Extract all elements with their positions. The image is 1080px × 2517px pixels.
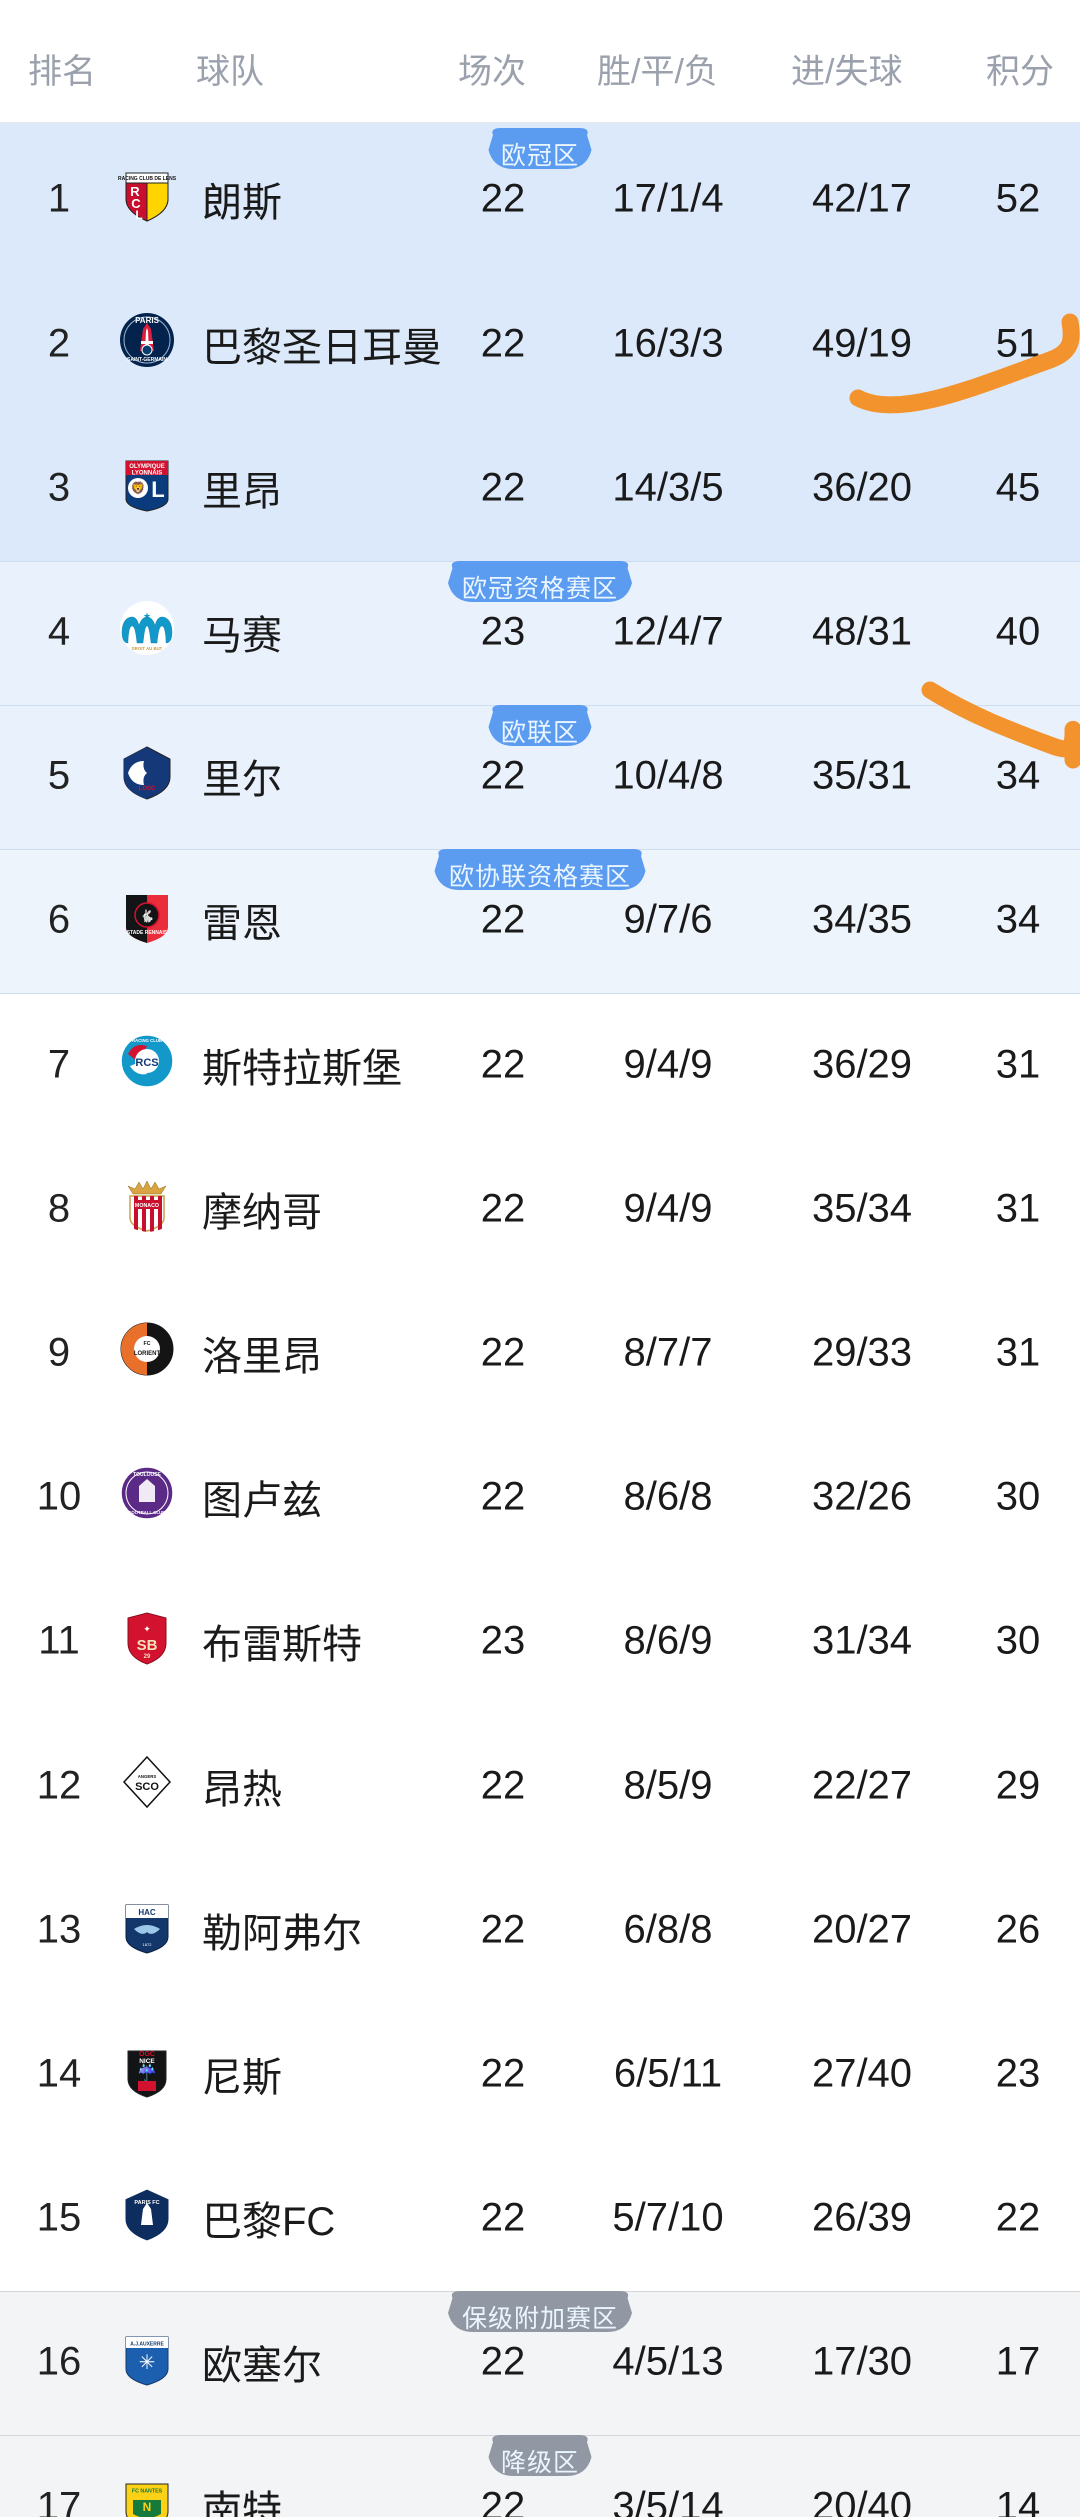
svg-text:L: L: [151, 477, 164, 502]
svg-text:SB: SB: [137, 1637, 158, 1654]
svg-text:TOULOUSE: TOULOUSE: [133, 1472, 161, 1478]
svg-text:FC: FC: [144, 1341, 151, 1347]
svg-text:FC NANTES: FC NANTES: [132, 2488, 163, 2494]
svg-text:29: 29: [144, 1654, 151, 1660]
svg-text:RACING CLUB DE LENS: RACING CLUB DE LENS: [118, 176, 176, 182]
svg-text:STADE RENNAIS: STADE RENNAIS: [127, 930, 168, 936]
svg-text:MONACO: MONACO: [135, 1203, 159, 1209]
svg-text:LYONNAIS: LYONNAIS: [132, 470, 162, 476]
svg-text:DROIT AU BUT: DROIT AU BUT: [132, 646, 163, 651]
svg-text:✦: ✦: [143, 1624, 151, 1634]
svg-text:RCS: RCS: [135, 1057, 158, 1069]
svg-text:LOSC: LOSC: [139, 786, 156, 792]
svg-text:L: L: [135, 208, 142, 222]
svg-text:A.J.AUXERRE: A.J.AUXERRE: [130, 2342, 164, 2348]
svg-text:🐇: 🐇: [140, 909, 155, 923]
svg-text:LORIENT: LORIENT: [134, 1351, 161, 1357]
svg-text:HAC: HAC: [138, 1908, 156, 1917]
svg-text:🦁: 🦁: [131, 481, 146, 495]
svg-text:NICE: NICE: [139, 2058, 155, 2065]
svg-text:N: N: [143, 2500, 152, 2514]
svg-text:OLYMPIQUE: OLYMPIQUE: [129, 464, 164, 470]
svg-text:PARIS: PARIS: [135, 316, 160, 325]
svg-text:OGC: OGC: [139, 2051, 155, 2058]
svg-text:ANGERS: ANGERS: [138, 1774, 157, 1779]
svg-text:SCO: SCO: [135, 1781, 159, 1793]
svg-text:✳: ✳: [139, 2352, 156, 2374]
svg-text:☔: ☔: [137, 2063, 157, 2082]
svg-text:FOOTBALL CLUB: FOOTBALL CLUB: [129, 1510, 165, 1515]
svg-text:SAINT-GERMAIN: SAINT-GERMAIN: [127, 357, 167, 363]
svg-text:RACING CLUB: RACING CLUB: [132, 1038, 162, 1043]
svg-text:1872: 1872: [143, 1942, 153, 1947]
